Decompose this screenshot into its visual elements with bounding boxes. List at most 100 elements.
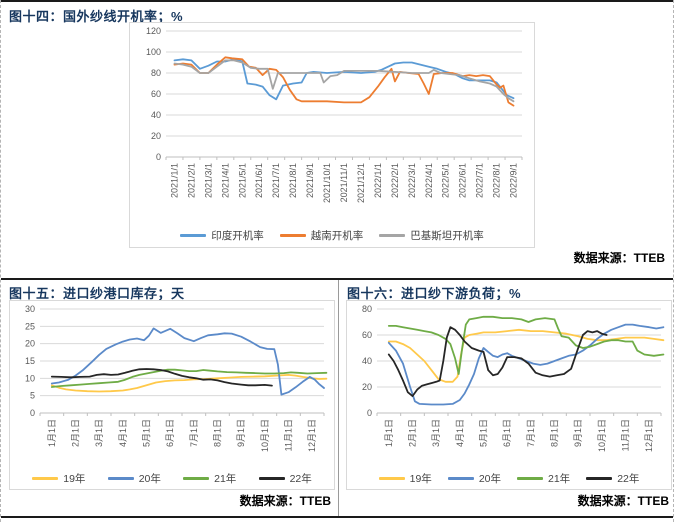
legend-fig14: 印度开机率 越南开机率 巴基斯坦开机率 (130, 220, 534, 250)
svg-text:30: 30 (25, 304, 35, 314)
svg-text:11月1日: 11月1日 (284, 419, 294, 451)
svg-text:3月1日: 3月1日 (94, 419, 104, 447)
svg-text:9月1日: 9月1日 (573, 419, 583, 447)
svg-text:60: 60 (362, 330, 372, 340)
svg-text:20: 20 (151, 131, 161, 141)
legend-line-swatch (107, 476, 134, 480)
legend-label: 印度开机率 (211, 229, 264, 242)
legend-label: 21年 (214, 472, 237, 485)
svg-text:5月1日: 5月1日 (142, 419, 152, 447)
svg-text:2022/7/1: 2022/7/1 (475, 163, 485, 198)
svg-text:3月1日: 3月1日 (431, 419, 441, 447)
legend-item: 21年 (517, 471, 570, 486)
legend-item: 22年 (586, 471, 639, 486)
svg-text:15: 15 (25, 356, 35, 366)
top-border-line (1, 0, 673, 2)
svg-text:6月1日: 6月1日 (502, 419, 512, 447)
svg-text:120: 120 (146, 26, 161, 36)
bottom-border-line (1, 516, 673, 518)
svg-text:2021/12/1: 2021/12/1 (356, 163, 366, 203)
svg-text:2月1日: 2月1日 (71, 419, 81, 447)
chart-frame-fig16: 0 20 40 60 80 1月1日 2月1日 3月1日 4月1日 5月1日 6月1日 7月1日 8月1… (346, 300, 672, 490)
line-chart-foreign-yarn-operating-rate: 0 20 40 60 80 100 120 2021/1/1 2021/2/1 2021/3/1 2… (146, 26, 523, 203)
svg-text:2022/5/1: 2022/5/1 (441, 163, 451, 198)
legend-line-swatch (180, 233, 207, 237)
svg-text:11月1日: 11月1日 (621, 419, 631, 451)
svg-text:7月1日: 7月1日 (189, 419, 199, 447)
legend-item: 20年 (107, 471, 161, 486)
svg-text:2021/11/1: 2021/11/1 (339, 163, 349, 202)
svg-text:2022/8/1: 2022/8/1 (492, 163, 502, 198)
svg-text:1月1日: 1月1日 (47, 419, 57, 447)
svg-text:12月1日: 12月1日 (307, 419, 317, 452)
svg-text:20: 20 (25, 339, 35, 349)
legend-fig15: 19年 20年 21年 22年 (10, 464, 334, 492)
svg-text:4月1日: 4月1日 (455, 419, 465, 447)
legend-item: 19年 (32, 471, 85, 486)
svg-text:2021/5/1: 2021/5/1 (237, 163, 247, 198)
svg-text:2021/4/1: 2021/4/1 (220, 163, 230, 198)
svg-text:60: 60 (151, 89, 161, 99)
svg-text:2021/1/1: 2021/1/1 (169, 163, 179, 198)
svg-text:2月1日: 2月1日 (408, 419, 418, 447)
svg-text:0: 0 (30, 408, 35, 418)
svg-text:20: 20 (362, 382, 372, 392)
svg-text:0: 0 (156, 152, 161, 162)
svg-text:5: 5 (30, 391, 35, 401)
svg-text:2021/8/1: 2021/8/1 (288, 163, 298, 198)
svg-text:25: 25 (25, 321, 35, 331)
svg-text:2022/3/1: 2022/3/1 (407, 163, 417, 198)
svg-text:2021/2/1: 2021/2/1 (186, 163, 196, 198)
chart-frame-fig15: 0 5 10 15 20 25 30 1月1日 2月1日 3月1日 4月1日 5月1日 6月1日 7月1日… (9, 300, 335, 490)
legend-label: 22年 (289, 472, 312, 485)
legend-item: 巴基斯坦开机率 (379, 228, 484, 243)
legend-label: 巴基斯坦开机率 (410, 229, 484, 242)
data-source-fig15: 数据来源：TTEB (239, 494, 331, 508)
line-chart-downstream-load: 0 20 40 60 80 1月1日 2月1日 3月1日 4月1日 5月1日 6月1日 7月1日 8月1… (362, 304, 665, 452)
line-chart-port-inventory: 0 5 10 15 20 25 30 1月1日 2月1日 3月1日 4月1日 5月1日 6月1日 7月1日… (25, 304, 328, 452)
svg-text:4月1日: 4月1日 (118, 419, 128, 447)
panel-title-fig15: 图十五：进口纱港口库存；天 (9, 286, 185, 301)
svg-text:8月1日: 8月1日 (213, 419, 223, 447)
legend-line-swatch (517, 476, 543, 480)
svg-text:2021/6/1: 2021/6/1 (254, 163, 264, 198)
legend-label: 19年 (63, 472, 86, 485)
legend-line-swatch (279, 233, 306, 237)
legend-item: 越南开机率 (279, 228, 364, 243)
svg-text:2022/6/1: 2022/6/1 (458, 163, 468, 198)
svg-text:40: 40 (362, 356, 372, 366)
panel-title-fig16: 图十六：进口纱下游负荷；% (347, 286, 522, 301)
legend-label: 越南开机率 (310, 229, 364, 242)
svg-text:5月1日: 5月1日 (479, 419, 489, 447)
svg-text:2022/9/1: 2022/9/1 (509, 163, 519, 198)
svg-text:10: 10 (25, 373, 35, 383)
legend-item: 21年 (183, 471, 236, 486)
svg-text:80: 80 (362, 304, 372, 314)
svg-text:10月1日: 10月1日 (597, 419, 607, 452)
svg-text:7月1日: 7月1日 (526, 419, 536, 447)
panel-title-fig14: 图十四：国外纱线开机率；% (9, 9, 184, 24)
legend-label: 21年 (548, 472, 571, 485)
svg-text:2021/7/1: 2021/7/1 (271, 163, 281, 198)
svg-text:10月1日: 10月1日 (260, 419, 270, 452)
legend-line-swatch (378, 476, 405, 480)
svg-text:2021/3/1: 2021/3/1 (203, 163, 213, 198)
chart-frame-fig14: 0 20 40 60 80 100 120 2021/1/1 2021/2/1 2021/3/1 2… (129, 22, 535, 248)
legend-fig16: 19年 20年 21年 22年 (347, 464, 671, 492)
legend-line-swatch (32, 476, 59, 480)
svg-text:2021/10/1: 2021/10/1 (322, 163, 332, 203)
legend-item: 印度开机率 (180, 228, 264, 243)
svg-text:2021/9/1: 2021/9/1 (305, 163, 315, 198)
legend-label: 19年 (409, 472, 432, 485)
legend-line-swatch (379, 233, 406, 237)
svg-text:1月1日: 1月1日 (384, 419, 394, 447)
svg-text:100: 100 (146, 47, 161, 57)
svg-text:2022/4/1: 2022/4/1 (424, 163, 434, 198)
svg-text:40: 40 (151, 110, 161, 120)
data-source-fig14: 数据来源：TTEB (573, 251, 665, 265)
svg-text:12月1日: 12月1日 (644, 419, 654, 452)
legend-item: 19年 (378, 471, 432, 486)
legend-line-swatch (183, 476, 210, 480)
svg-text:2022/1/1: 2022/1/1 (373, 163, 383, 198)
